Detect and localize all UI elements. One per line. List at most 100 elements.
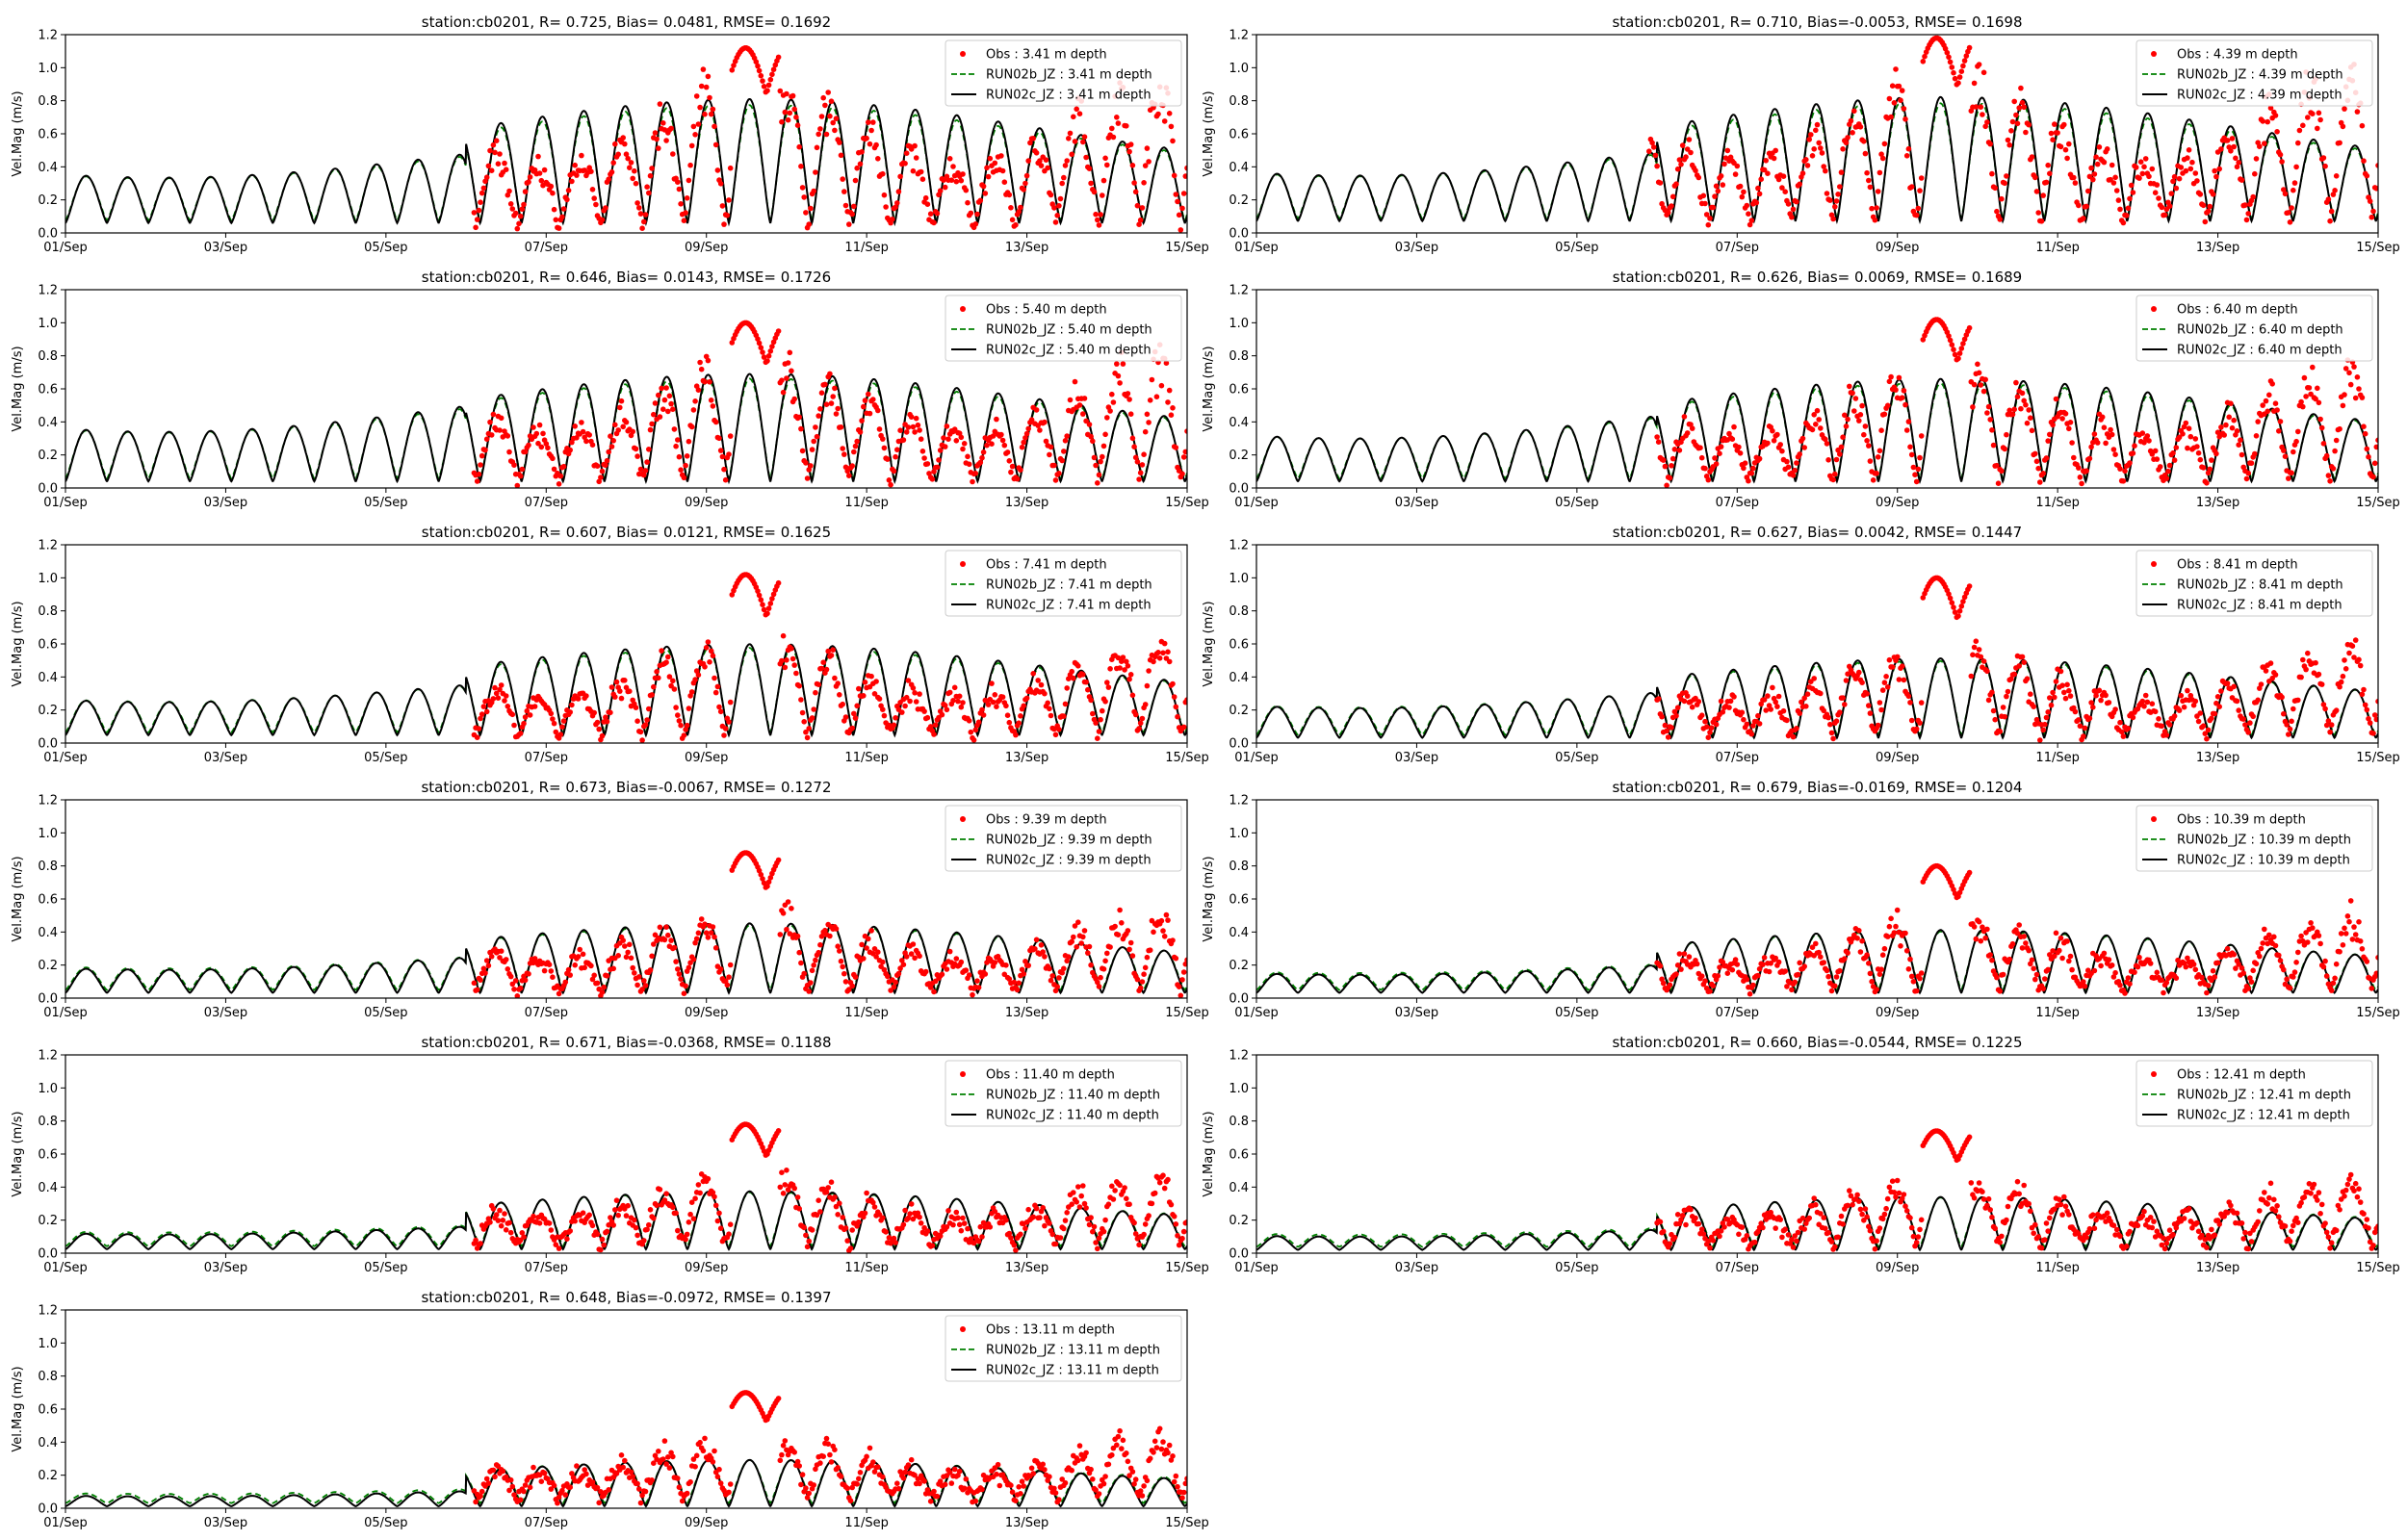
obs-point: [931, 469, 937, 475]
obs-point: [482, 447, 488, 453]
obs-point: [506, 1219, 512, 1226]
y-tick-label: 1.2: [38, 1049, 58, 1064]
y-tick-label: 1.2: [38, 29, 58, 43]
obs-point: [642, 983, 649, 988]
obs-point: [1843, 424, 1850, 429]
obs-point: [548, 1227, 555, 1233]
obs-point: [2242, 1229, 2248, 1236]
obs-point: [506, 449, 512, 455]
obs-point: [953, 1209, 960, 1216]
obs-point: [651, 683, 657, 690]
obs-point: [1114, 115, 1120, 120]
obs-point: [596, 726, 602, 732]
y-tick-label: 0.4: [38, 671, 58, 685]
obs-point: [1676, 448, 1683, 453]
obs-point: [1117, 907, 1123, 913]
obs-point: [708, 398, 714, 403]
obs-point: [1141, 971, 1147, 977]
obs-point: [2262, 141, 2267, 146]
obs-point: [1811, 412, 1817, 418]
obs-point: [553, 729, 559, 735]
obs-point: [1960, 63, 1966, 69]
obs-point: [618, 695, 625, 702]
obs-point: [2279, 694, 2285, 701]
obs-point: [660, 120, 666, 126]
obs-point: [1838, 1213, 1845, 1219]
obs-point: [2276, 1214, 2282, 1219]
obs-point: [1952, 75, 1958, 82]
obs-point: [618, 398, 625, 404]
obs-point: [1173, 445, 1179, 450]
obs-point: [656, 392, 661, 398]
obs-point: [2337, 140, 2342, 146]
y-tick-label: 0.6: [38, 1148, 58, 1163]
obs-point: [1789, 1237, 1795, 1243]
obs-point: [2173, 1224, 2180, 1231]
obs-point: [1667, 982, 1673, 988]
obs-point: [2223, 422, 2229, 428]
obs-point: [818, 934, 825, 939]
obs-point: [507, 201, 514, 207]
obs-point: [2271, 1196, 2277, 1203]
obs-point: [1684, 146, 1691, 152]
obs-point: [2047, 952, 2053, 958]
obs-point: [784, 926, 789, 933]
obs-point: [2322, 706, 2328, 712]
obs-point: [984, 960, 990, 965]
obs-point: [610, 160, 616, 166]
obs-point: [1985, 697, 1992, 704]
obs-point: [780, 389, 787, 396]
obs-point: [712, 934, 717, 940]
obs-point: [1976, 1180, 1982, 1186]
obs-point: [1888, 915, 1894, 922]
obs-point: [1756, 965, 1763, 972]
obs-point: [1874, 471, 1879, 476]
obs-point: [1705, 734, 1712, 740]
obs-point: [1951, 346, 1956, 353]
y-tick-label: 0.6: [1229, 128, 1249, 142]
obs-point: [2204, 1245, 2210, 1250]
obs-point: [1665, 734, 1671, 740]
obs-point: [676, 453, 683, 460]
obs-point: [1693, 1215, 1698, 1221]
obs-point: [617, 404, 623, 411]
obs-point: [1756, 191, 1763, 197]
obs-point: [1794, 1238, 1799, 1245]
obs-point: [1773, 699, 1778, 706]
obs-point: [1874, 205, 1879, 211]
obs-point: [603, 714, 608, 720]
obs-point: [2057, 947, 2062, 954]
obs-point: [1955, 613, 1961, 619]
obs-point: [1067, 130, 1074, 137]
obs-point: [1698, 973, 1705, 979]
obs-point: [2176, 707, 2183, 713]
obs-point: [2064, 155, 2070, 162]
obs-point: [668, 400, 674, 407]
obs-point: [2014, 394, 2021, 400]
plot-area: [65, 572, 1187, 743]
obs-point: [2013, 379, 2019, 386]
obs-point: [2006, 956, 2012, 962]
obs-point: [2303, 666, 2309, 673]
subplot-4: station:cb0201, R= 0.626, Bias= 0.0069, …: [1202, 269, 2400, 510]
obs-point: [1731, 424, 1737, 430]
obs-point: [2300, 403, 2306, 410]
obs-point: [1997, 988, 2003, 994]
obs-point: [1768, 1209, 1773, 1216]
obs-point: [550, 190, 556, 196]
obs-point: [842, 714, 849, 720]
obs-point: [1700, 1231, 1707, 1237]
obs-point: [833, 116, 840, 121]
obs-point: [1096, 222, 1102, 228]
obs-point: [1669, 463, 1674, 469]
obs-point: [705, 935, 712, 940]
obs-point: [838, 152, 844, 159]
obs-point: [1702, 978, 1708, 984]
obs-point: [1027, 140, 1033, 146]
obs-point: [789, 906, 794, 911]
x-tick-label: 07/Sep: [1716, 241, 1759, 255]
obs-point: [1913, 478, 1920, 485]
obs-point: [1857, 412, 1864, 418]
obs-point: [760, 876, 765, 882]
legend-obs-marker: [960, 816, 966, 822]
